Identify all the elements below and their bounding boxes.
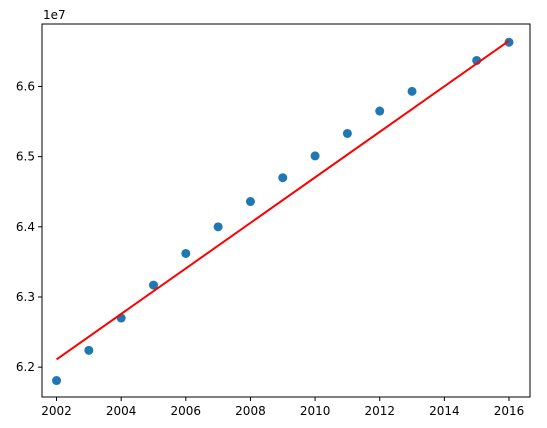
y-offset-label: 1e7 (43, 8, 66, 22)
x-tick-label: 2012 (364, 404, 395, 418)
data-point (504, 37, 514, 47)
y-tick-label: 6.4 (16, 220, 35, 234)
x-tick-label: 2010 (300, 404, 331, 418)
y-tick-label: 6.3 (16, 290, 35, 304)
data-point (278, 173, 288, 183)
y-tick-label: 6.2 (16, 360, 35, 374)
data-point (148, 280, 158, 290)
x-tick-label: 2014 (429, 404, 460, 418)
data-point (342, 128, 352, 138)
trend-line (55, 40, 510, 361)
data-point (213, 222, 223, 232)
data-point (375, 106, 385, 116)
y-tick-label: 6.6 (16, 79, 35, 93)
x-tick-label: 2004 (106, 404, 137, 418)
x-tick-label: 2006 (171, 404, 202, 418)
data-point (181, 248, 191, 258)
y-axis: 6.2 6.3 6.4 6.5 6.6 (16, 79, 42, 374)
data-point (407, 86, 417, 96)
x-axis: 2002 2004 2006 2008 2010 2012 2014 2016 (41, 397, 524, 418)
y-tick-label: 6.5 (16, 150, 35, 164)
data-point (84, 345, 94, 355)
plot-frame (41, 23, 531, 398)
x-tick-label: 2016 (494, 404, 525, 418)
data-point (310, 151, 320, 161)
data-point (52, 376, 62, 386)
plot-area (41, 23, 531, 398)
data-point (245, 197, 255, 207)
x-tick-label: 2002 (41, 404, 72, 418)
x-tick-label: 2008 (235, 404, 266, 418)
